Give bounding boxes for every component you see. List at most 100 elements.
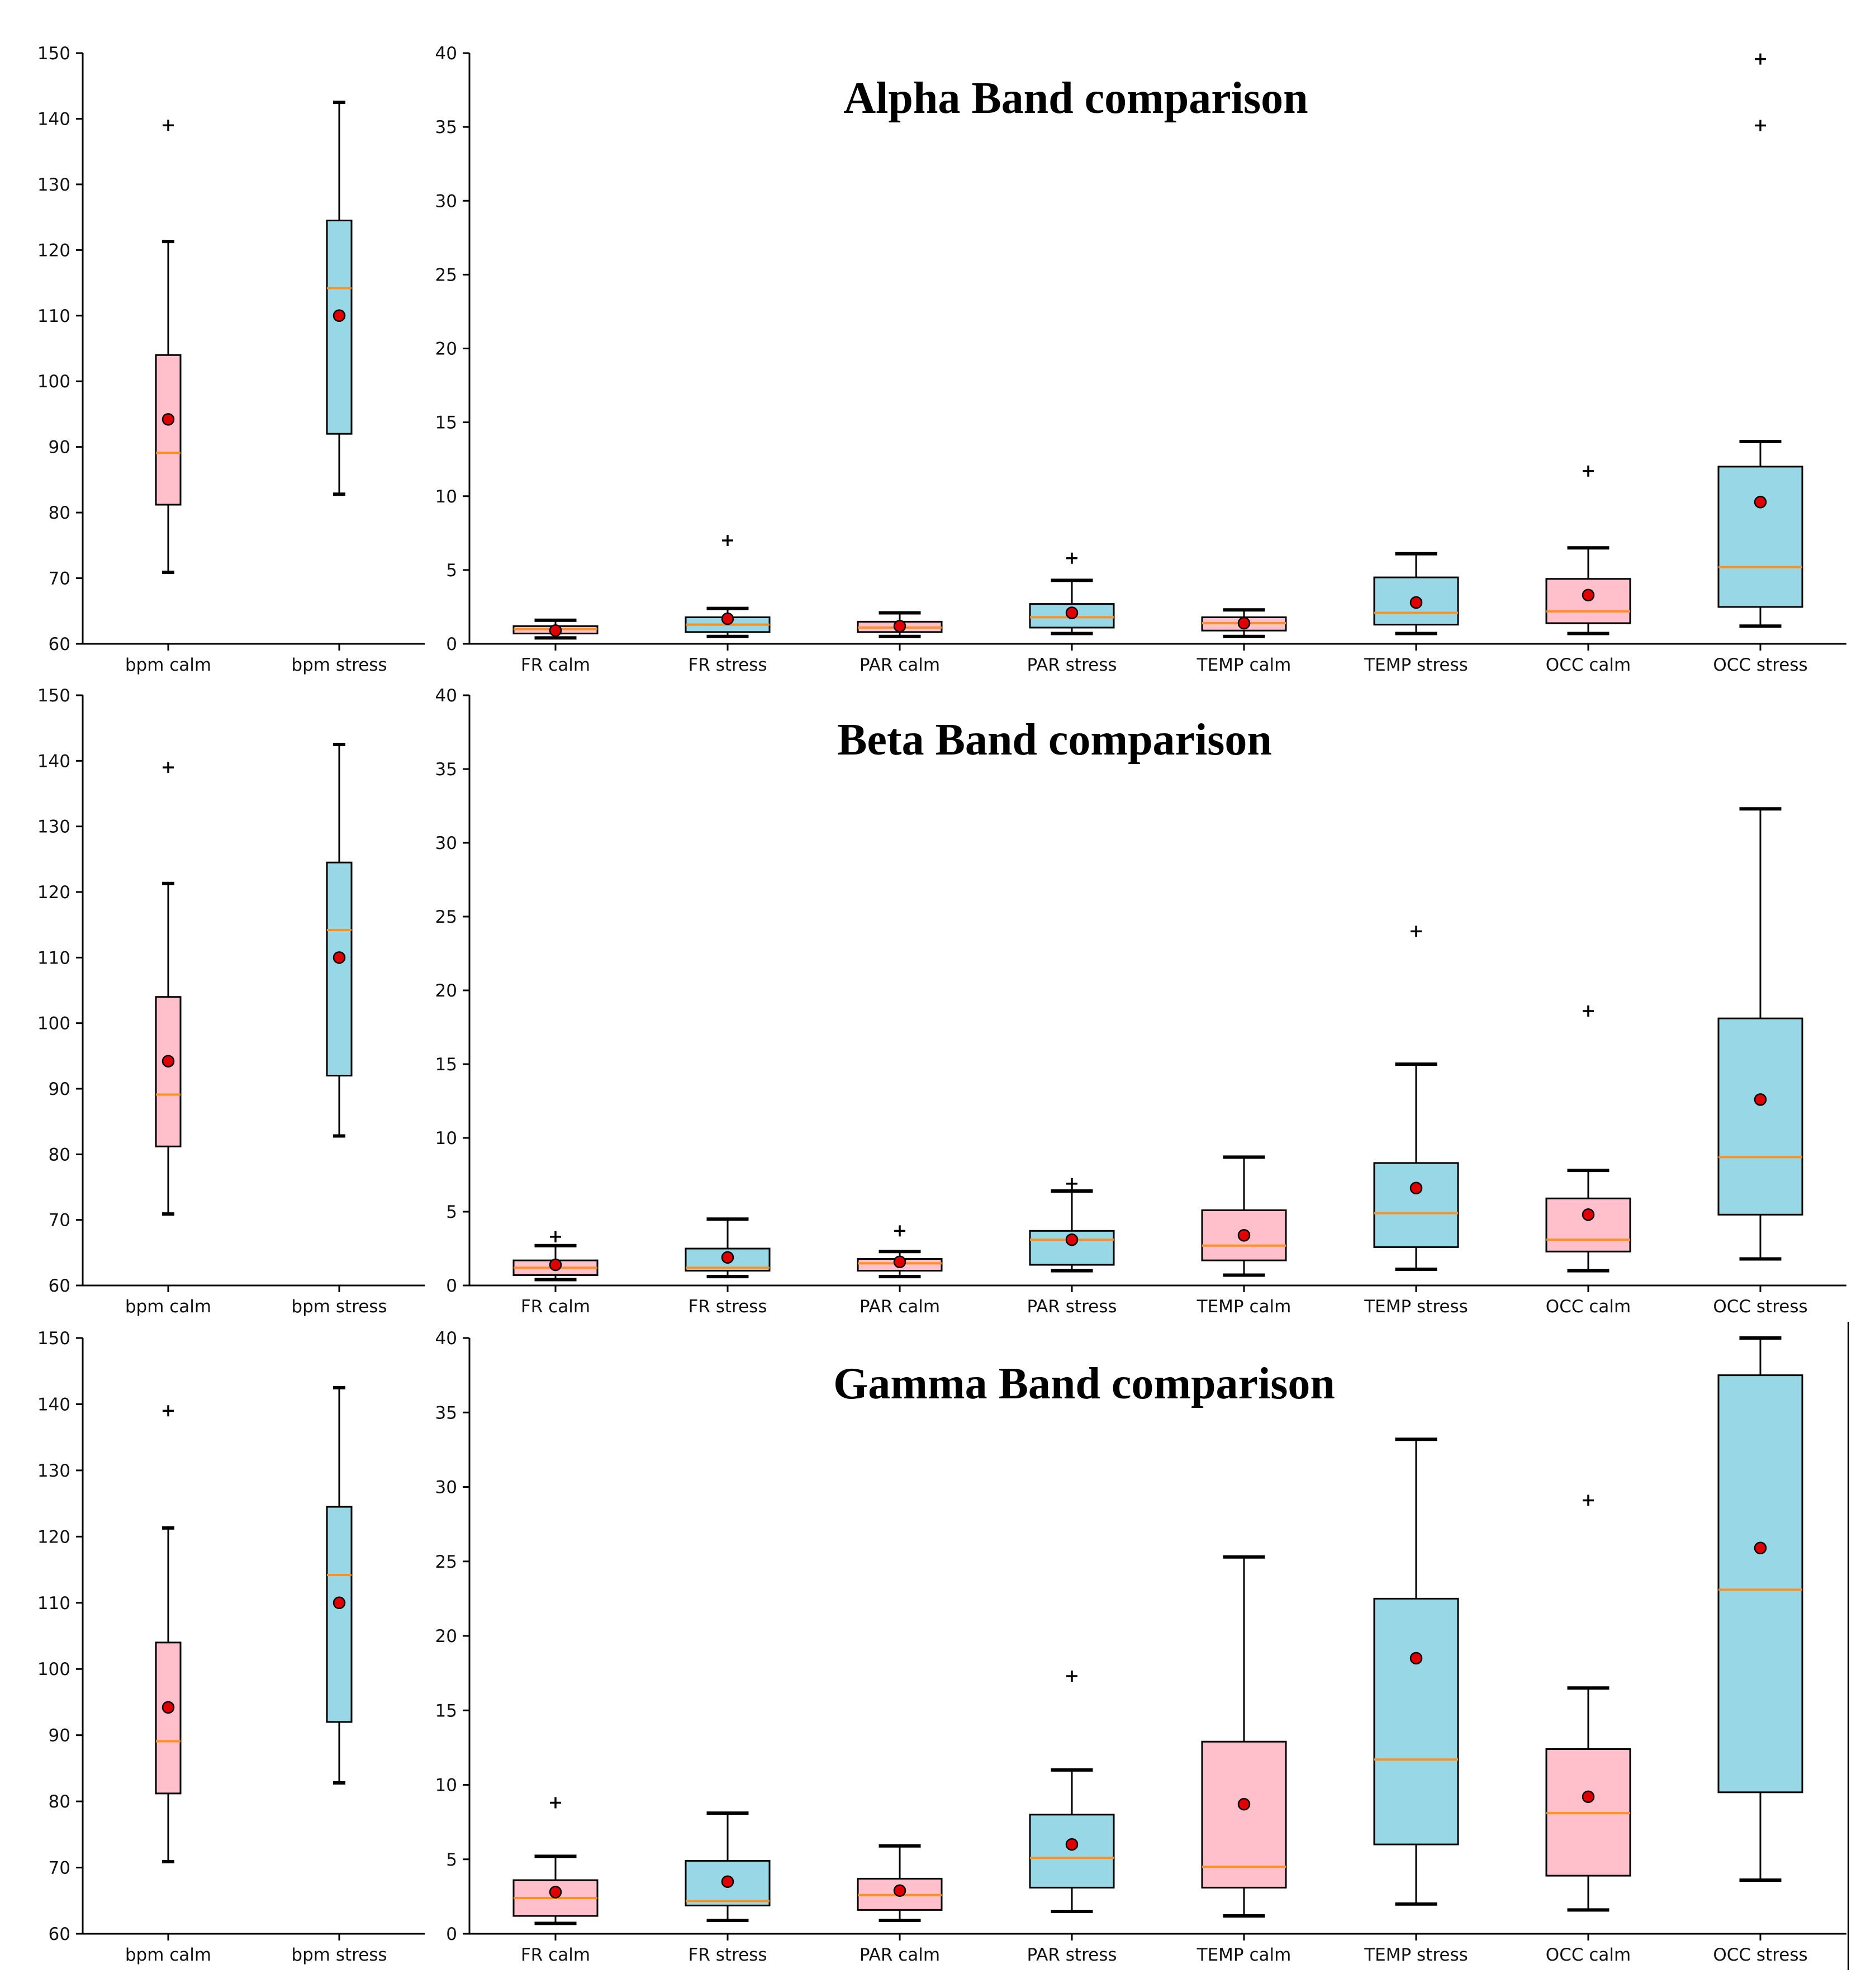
y-tick-label: 10 [435, 1128, 457, 1149]
mean-marker [1237, 1797, 1251, 1811]
y-tick-label: 120 [37, 240, 70, 260]
x-tick-label: FR calm [521, 1297, 590, 1317]
mean-marker [1409, 1652, 1423, 1665]
x-tick-label: FR calm [521, 655, 590, 675]
y-tick-label: 20 [435, 981, 457, 1001]
y-tick-label: 35 [435, 760, 457, 780]
y-tick-label: 0 [446, 1276, 457, 1296]
mean-marker [893, 620, 906, 633]
y-tick-label: 140 [37, 109, 70, 129]
y-tick-label: 40 [435, 44, 457, 64]
outlier-marker [1583, 465, 1594, 477]
x-tick-label: TEMP calm [1196, 1297, 1292, 1317]
outlier-marker [550, 1231, 561, 1242]
y-tick-label: 35 [435, 117, 457, 137]
y-tick-label: 40 [435, 1329, 457, 1349]
box-stress [326, 861, 353, 1077]
mean-marker [1065, 1838, 1079, 1851]
mean-marker [549, 624, 562, 637]
y-tick-label: 90 [49, 1079, 70, 1099]
mean-marker [333, 1596, 346, 1610]
x-tick-label: FR calm [521, 1945, 590, 1965]
y-tick-label: 20 [435, 1626, 457, 1647]
box-calm [1545, 1197, 1631, 1252]
y-tick-label: 120 [37, 882, 70, 903]
mean-marker [162, 413, 175, 426]
box-stress [326, 1506, 353, 1723]
x-tick-label: PAR stress [1027, 1945, 1117, 1965]
mean-marker [549, 1886, 562, 1899]
box-stress [1373, 1597, 1459, 1845]
mean-marker [549, 1258, 562, 1271]
y-tick-label: 70 [49, 1858, 70, 1878]
y-tick-label: 150 [37, 1329, 70, 1349]
x-tick-label: bpm stress [291, 655, 387, 675]
panel-gamma-bpm: 60 70 80 90 100 110 120 130 140 150 bpm calm bpm st… [37, 1329, 425, 1965]
x-tick-label: bpm calm [125, 655, 211, 675]
box-stress [326, 219, 353, 435]
mean-marker [1237, 1228, 1251, 1242]
outlier-marker [1583, 1494, 1594, 1506]
mean-marker [1754, 1093, 1767, 1106]
y-tick-label: 150 [37, 44, 70, 64]
y-tick-label: 15 [435, 1701, 457, 1721]
outlier-marker [163, 120, 174, 131]
mean-marker [1582, 589, 1595, 602]
mean-marker [162, 1701, 175, 1714]
mean-marker [1409, 596, 1423, 609]
y-tick-label: 70 [49, 569, 70, 589]
y-tick-label: 15 [435, 1055, 457, 1075]
y-tick-label: 0 [446, 634, 457, 654]
outlier-marker [1583, 1005, 1594, 1017]
mean-marker [893, 1255, 906, 1269]
y-tick-label: 60 [49, 1276, 70, 1296]
y-tick-label: 80 [49, 503, 70, 523]
x-tick-label: TEMP calm [1196, 1945, 1292, 1965]
x-tick-label: FR stress [689, 1297, 767, 1317]
y-tick-label: 5 [446, 561, 457, 581]
x-tick-label: PAR calm [860, 1945, 940, 1965]
mean-marker [1754, 496, 1767, 509]
mean-marker [721, 1251, 734, 1264]
y-tick-label: 20 [435, 339, 457, 359]
y-tick-label: 130 [37, 817, 70, 837]
mean-marker [1754, 1541, 1767, 1555]
y-tick-label: 30 [435, 1478, 457, 1498]
y-tick-label: 0 [446, 1924, 457, 1944]
outlier-marker [163, 1405, 174, 1417]
y-tick-label: 35 [435, 1403, 457, 1423]
x-tick-label: bpm calm [125, 1945, 211, 1965]
right-edge-line [1848, 1322, 1849, 1970]
panel-gamma-band: 0 5 10 15 20 25 30 35 40 Gamma Band comparison FR … [435, 1329, 1846, 1965]
mean-marker [1582, 1208, 1595, 1221]
x-tick-label: OCC calm [1546, 655, 1631, 675]
x-tick-label: OCC calm [1546, 1297, 1631, 1317]
y-tick-label: 10 [435, 1776, 457, 1796]
y-tick-label: 80 [49, 1792, 70, 1812]
mean-marker [1065, 606, 1079, 619]
x-tick-label: TEMP stress [1364, 1945, 1468, 1965]
outlier-marker [550, 1797, 561, 1809]
box-stress [1717, 1017, 1803, 1216]
x-tick-label: FR stress [689, 655, 767, 675]
y-tick-label: 140 [37, 751, 70, 771]
y-tick-label: 100 [37, 1659, 70, 1679]
mean-marker [1065, 1233, 1079, 1246]
outlier-marker [894, 1225, 905, 1237]
y-tick-label: 110 [37, 306, 70, 326]
chart-title: Beta Band comparison [837, 715, 1272, 765]
y-tick-label: 110 [37, 1593, 70, 1614]
mean-marker [333, 951, 346, 964]
x-tick-label: OCC stress [1713, 655, 1807, 675]
outlier-marker [1066, 552, 1077, 564]
x-tick-label: bpm stress [291, 1297, 387, 1317]
y-tick-label: 130 [37, 175, 70, 195]
y-tick-label: 70 [49, 1211, 70, 1231]
box-stress [1717, 1374, 1803, 1794]
chart-title: Alpha Band comparison [843, 74, 1308, 123]
mean-marker [1237, 616, 1251, 630]
y-tick-label: 30 [435, 191, 457, 211]
outlier-marker [722, 535, 733, 547]
box-calm [155, 354, 182, 506]
